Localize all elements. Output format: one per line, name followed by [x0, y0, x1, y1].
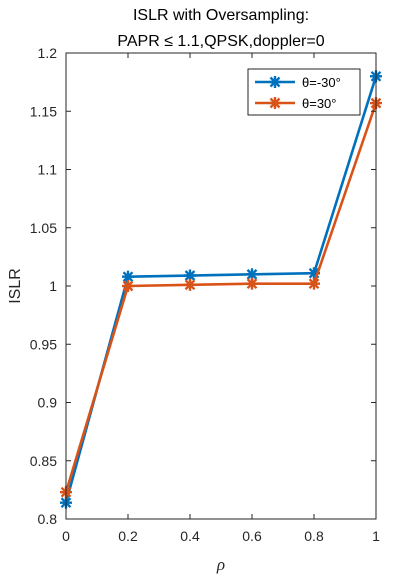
series-1-line — [64, 75, 378, 504]
y-tick-label: 1.05 — [30, 220, 57, 236]
series-2-line — [64, 102, 378, 493]
series-2-point — [184, 278, 196, 291]
series-1-point — [184, 269, 196, 282]
x-tick-label: 0.2 — [118, 528, 138, 544]
legend-entry-2: θ=30° — [255, 96, 336, 111]
x-tick-label: 0.6 — [242, 528, 262, 544]
y-tick-label: 0.8 — [38, 511, 58, 527]
series-layer — [60, 70, 382, 509]
legend-entry-1: θ=-30° — [255, 75, 341, 90]
y-tick-label: 0.95 — [30, 336, 57, 352]
series-1 — [60, 70, 382, 509]
x-tick-label: 0 — [62, 528, 70, 544]
legend-items: θ=-30° θ=30° — [255, 75, 341, 111]
x-tick-label: 0.4 — [180, 528, 200, 544]
legend-swatch-marker — [269, 97, 281, 109]
chart-title: ISLR with Oversampling: PAPR ≤ 1.1,QPSK,… — [117, 7, 324, 50]
y-axis-ticks: 0.8 0.85 0.9 0.95 1 1.05 1.1 1.15 1.2 — [30, 45, 376, 527]
series-2 — [60, 97, 382, 499]
y-tick-label: 0.85 — [30, 453, 57, 469]
y-tick-label: 0.9 — [38, 395, 58, 411]
chart-title-line-1: ISLR with Oversampling: — [133, 7, 309, 24]
legend-swatch-marker — [269, 76, 281, 88]
y-tick-label: 1.15 — [30, 103, 57, 119]
y-tick-label: 1.2 — [38, 45, 58, 61]
legend-label: θ=-30° — [302, 75, 341, 90]
series-2-point — [246, 277, 258, 290]
x-axis-label: ρ — [216, 555, 225, 574]
legend: θ=-30° θ=30° — [247, 68, 361, 116]
series-2-point — [122, 280, 134, 292]
plot-area — [66, 53, 376, 519]
y-tick-label: 1.1 — [38, 162, 58, 178]
y-tick-label: 1 — [49, 278, 57, 294]
series-2-point — [308, 277, 320, 290]
x-tick-label: 0.8 — [304, 528, 324, 544]
y-axis-label: ISLR — [7, 268, 24, 304]
x-tick-label: 1 — [372, 528, 380, 544]
x-axis-ticks: 0 0.2 0.4 0.6 0.8 1 — [62, 53, 380, 544]
legend-box — [247, 68, 361, 116]
legend-label: θ=30° — [302, 96, 336, 111]
chart-title-line-2: PAPR ≤ 1.1,QPSK,doppler=0 — [117, 33, 324, 50]
